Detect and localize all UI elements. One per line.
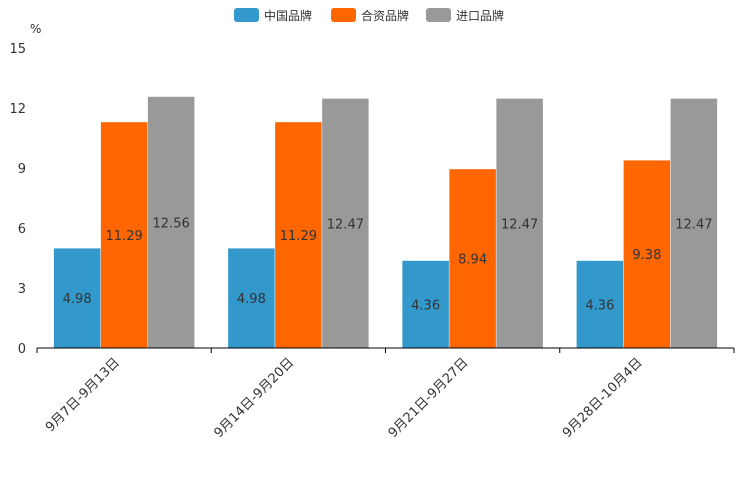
legend-swatch-3 xyxy=(426,8,451,22)
bar-3-2 xyxy=(322,98,369,348)
legend-swatch-1 xyxy=(234,8,259,22)
bar-2-1 xyxy=(100,122,148,348)
data-labels: 4.98 11.29 12.56 4.98 11.29 12.47 4.36 8.94 12.4… xyxy=(63,216,713,313)
data-label-3-4: 12.47 xyxy=(675,217,712,232)
bar-3-3 xyxy=(496,98,543,348)
y-axis: 0 3 6 9 12 15 xyxy=(9,42,26,357)
data-label-3-1: 12.56 xyxy=(153,216,190,231)
data-label-2-3: 8.94 xyxy=(458,253,487,268)
bar-2-4 xyxy=(623,160,671,348)
data-label-2-1: 11.29 xyxy=(106,229,143,244)
bar-1-3 xyxy=(402,260,449,348)
y-tick-label-6: 6 xyxy=(18,222,26,237)
legend-label-2: 合资品牌 xyxy=(361,8,409,23)
y-axis-label: % xyxy=(30,22,41,36)
data-label-1-4: 4.36 xyxy=(585,298,614,313)
bar-1-1 xyxy=(53,248,101,348)
legend-label-3: 进口品牌 xyxy=(456,9,504,23)
legend: 中国品牌 合资品牌 进口品牌 xyxy=(234,8,504,23)
bar-2-3 xyxy=(449,169,496,348)
x-tick-label-3: 9月21日-9月27日 xyxy=(386,355,472,441)
data-label-3-3: 12.47 xyxy=(501,217,538,232)
x-tick-label-1: 9月7日-9月13日 xyxy=(43,355,123,435)
y-tick-label-3: 3 xyxy=(18,282,26,297)
data-label-2-2: 11.29 xyxy=(280,229,317,244)
y-tick-label-0: 0 xyxy=(18,342,26,357)
data-label-1-3: 4.36 xyxy=(411,298,440,313)
x-axis: 9月7日-9月13日 9月14日-9月20日 9月21日-9月27日 9月28日-10… xyxy=(36,347,735,441)
legend-label-1: 中国品牌 xyxy=(264,8,312,23)
x-tick-label-2: 9月14日-9月20日 xyxy=(211,355,297,441)
bars xyxy=(53,96,718,348)
x-tick-label-4: 9月28日-10月4日 xyxy=(560,355,646,441)
bar-3-1 xyxy=(147,96,195,348)
bar-1-2 xyxy=(228,248,275,348)
data-label-1-2: 4.98 xyxy=(237,292,266,307)
y-tick-label-15: 15 xyxy=(9,42,26,57)
data-label-2-4: 9.38 xyxy=(632,248,661,263)
y-tick-label-9: 9 xyxy=(18,162,26,177)
legend-swatch-2 xyxy=(331,8,356,22)
bar-1-4 xyxy=(576,260,624,348)
data-label-1-1: 4.98 xyxy=(63,292,92,307)
bar-2-2 xyxy=(275,122,322,348)
bar-3-4 xyxy=(670,98,718,348)
y-tick-label-12: 12 xyxy=(9,102,26,117)
data-label-3-2: 12.47 xyxy=(327,217,364,232)
